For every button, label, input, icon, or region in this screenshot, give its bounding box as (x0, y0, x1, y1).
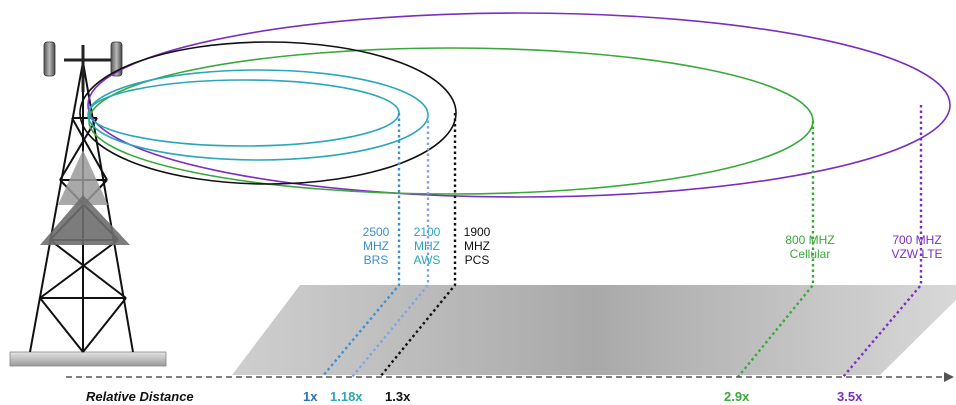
label-2500-line2: MHZ (363, 239, 389, 253)
drop-line-1900 (379, 113, 457, 378)
label-800-cellular: 800 MHZ Cellular (775, 233, 845, 261)
label-2500-line3: BRS (363, 253, 389, 267)
multiplier-aws: 1.18x (330, 389, 363, 404)
label-2100-line1: 2100 (413, 225, 441, 239)
antenna-array (43, 41, 123, 92)
label-800-line2: Cellular (789, 247, 831, 261)
coverage-lobe-2500 (88, 79, 400, 147)
label-2500-brs: 2500 MHZ BRS (357, 225, 395, 267)
label-2100-line2: MHZ (414, 239, 440, 253)
tower-panel-lower (40, 195, 130, 245)
label-1900-line1: 1900 (463, 225, 491, 239)
multiplier-lte: 3.5x (837, 389, 863, 404)
label-700-line1: 700 MHZ (892, 233, 942, 247)
multiplier-pcs: 1.3x (385, 389, 411, 404)
distance-axis-arrowhead (944, 372, 954, 382)
drop-line-2100 (351, 115, 430, 378)
label-1900-line3: PCS (464, 253, 490, 267)
label-2100-line3: AWS (413, 253, 441, 267)
drop-line-700 (842, 105, 923, 378)
label-1900-line2: MHZ (464, 239, 490, 253)
multiplier-cellular: 2.9x (724, 389, 750, 404)
multiplier-brs: 1x (303, 389, 318, 404)
drop-line-2500 (321, 113, 401, 378)
coverage-lobe-800 (88, 47, 814, 195)
tower-base (9, 351, 167, 367)
label-2500-line1: 2500 (362, 225, 390, 239)
label-800-line1: 800 MHZ (785, 233, 835, 247)
coverage-lobe-700 (87, 12, 951, 198)
label-2100-aws: 2100 MHZ AWS (408, 225, 446, 267)
label-1900-pcs: 1900 MHZ PCS (458, 225, 496, 267)
ground-plane (232, 285, 956, 375)
drop-line-800 (737, 121, 815, 378)
label-700-lte: 700 MHZ VZW LTE (880, 233, 954, 261)
label-700-line2: VZW LTE (891, 247, 943, 261)
axis-title: Relative Distance (86, 389, 194, 404)
tower-panel-upper (58, 150, 108, 205)
